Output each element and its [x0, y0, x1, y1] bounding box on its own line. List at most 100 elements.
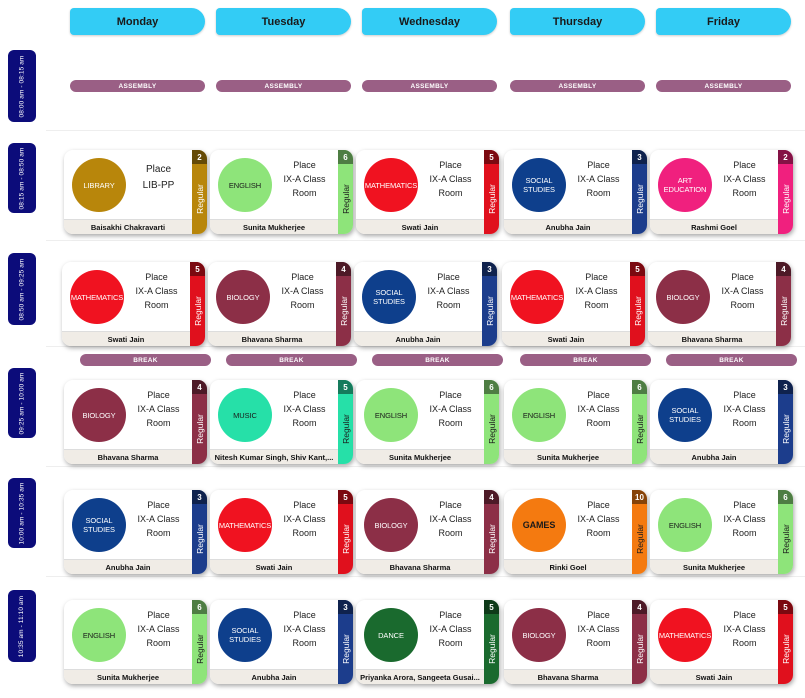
assembly-bar: ASSEMBLY — [70, 80, 205, 92]
period-card[interactable]: SOCIAL STUDIES Place IX-A Class Room Anubha … — [210, 600, 353, 684]
period-count-badge: 6 — [338, 150, 353, 164]
place-info: Place IX-A Class Room — [274, 608, 335, 650]
period-type: Regular — [484, 504, 499, 574]
teacher-name: Swati Jain — [356, 219, 484, 234]
period-type: Regular — [190, 276, 205, 346]
teacher-name: Bhavana Sharma — [504, 669, 632, 684]
place-info: Place LIB-PP — [128, 162, 189, 194]
place-info: Place IX-A Class Room — [714, 608, 775, 650]
period-count-badge: 5 — [630, 262, 645, 276]
subject-circle: SOCIAL STUDIES — [658, 388, 712, 442]
place-line: Place — [439, 610, 462, 620]
period-card[interactable]: SOCIAL STUDIES Place IX-A Class Room Anubha … — [504, 150, 647, 234]
subject-name: DANCE — [378, 630, 404, 640]
period-card[interactable]: SOCIAL STUDIES Place IX-A Class Room Anubha … — [354, 262, 497, 346]
place-info: Place IX-A Class Room — [128, 498, 189, 540]
subject-circle: BIOLOGY — [512, 608, 566, 662]
period-type-label: Regular — [338, 296, 349, 326]
place-info: Place IX-A Class Room — [128, 388, 189, 430]
period-count-badge: 5 — [338, 380, 353, 394]
teacher-name: Sunita Mukherjee — [650, 559, 778, 574]
subject-name: LIBRARY — [83, 180, 115, 190]
period-type-label: Regular — [194, 634, 205, 664]
break-bar: BREAK — [520, 354, 651, 366]
period-card[interactable]: MATHEMATICS Place IX-A Class Room Swati Jain… — [650, 600, 793, 684]
place-line: Room — [586, 418, 611, 428]
period-type: Regular — [338, 394, 353, 464]
period-type-tag: 4 Regular — [192, 380, 207, 464]
period-card[interactable]: ENGLISH Place IX-A Class Room Sunita Mukherj… — [356, 380, 499, 464]
period-type-label: Regular — [194, 414, 205, 444]
place-line: Room — [732, 528, 757, 538]
subject-name: MATHEMATICS — [658, 630, 712, 640]
subject-circle: ART EDUCATION — [658, 158, 712, 212]
period-card[interactable]: BIOLOGY Place IX-A Class Room Bhavana Sharma… — [64, 380, 207, 464]
period-card[interactable]: DANCE Place IX-A Class Room Priyanka Arora, … — [356, 600, 499, 684]
period-type: Regular — [778, 394, 793, 464]
period-type-tag: 5 Regular — [778, 600, 793, 684]
subject-circle: DANCE — [364, 608, 418, 662]
period-type-label: Regular — [194, 524, 205, 554]
row-divider — [46, 240, 805, 241]
day-header-thursday[interactable]: Thursday — [510, 8, 645, 35]
period-type-tag: 3 Regular — [482, 262, 497, 346]
period-type: Regular — [632, 394, 647, 464]
period-card[interactable]: ENGLISH Place IX-A Class Room Sunita Mukherj… — [504, 380, 647, 464]
place-line: Place — [147, 390, 170, 400]
place-info: Place IX-A Class Room — [418, 270, 479, 312]
day-header-wednesday[interactable]: Wednesday — [362, 8, 497, 35]
period-card[interactable]: MATHEMATICS Place IX-A Class Room Swati Jain… — [356, 150, 499, 234]
period-card[interactable]: ENGLISH Place IX-A Class Room Sunita Mukherj… — [210, 150, 353, 234]
period-card[interactable]: MATHEMATICS Place IX-A Class Room Swati Jain… — [62, 262, 205, 346]
period-card[interactable]: ART EDUCATION Place IX-A Class Room Rashmi G… — [650, 150, 793, 234]
place-line: IX-A Class — [283, 624, 326, 634]
time-slot-pill: 08:00 am - 08:15 am — [8, 50, 36, 122]
period-count-badge: 6 — [192, 600, 207, 614]
place-info: Place IX-A Class Room — [274, 388, 335, 430]
period-type-tag: 2 Regular — [192, 150, 207, 234]
period-type-label: Regular — [634, 634, 645, 664]
period-count-badge: 4 — [336, 262, 351, 276]
subject-name: BIOLOGY — [82, 410, 116, 420]
period-card[interactable]: BIOLOGY Place IX-A Class Room Bhavana Sharma… — [208, 262, 351, 346]
period-card[interactable]: ENGLISH Place IX-A Class Room Sunita Mukherj… — [650, 490, 793, 574]
period-card[interactable]: MATHEMATICS Place IX-A Class Room Swati Jain… — [502, 262, 645, 346]
period-count-badge: 5 — [190, 262, 205, 276]
day-header-monday[interactable]: Monday — [70, 8, 205, 35]
period-type-tag: 5 Regular — [190, 262, 205, 346]
period-card[interactable]: SOCIAL STUDIES Place IX-A Class Room Anubha … — [64, 490, 207, 574]
subject-name: ENGLISH — [82, 630, 116, 640]
subject-name: SOCIAL STUDIES — [373, 288, 405, 306]
period-card[interactable]: ENGLISH Place IX-A Class Room Sunita Mukherj… — [64, 600, 207, 684]
place-line: IX-A Class — [577, 404, 620, 414]
period-type: Regular — [336, 276, 351, 346]
place-line: Room — [292, 638, 317, 648]
day-header-tuesday[interactable]: Tuesday — [216, 8, 351, 35]
period-type-label: Regular — [340, 184, 351, 214]
period-type: Regular — [338, 504, 353, 574]
place-line: IX-A Class — [281, 286, 324, 296]
place-line: IX-A Class — [283, 404, 326, 414]
period-count-badge: 3 — [632, 150, 647, 164]
period-card[interactable]: BIOLOGY Place IX-A Class Room Bhavana Sharma… — [504, 600, 647, 684]
period-type-tag: 4 Regular — [484, 490, 499, 574]
subject-name: SOCIAL STUDIES — [523, 176, 555, 194]
subject-circle: BIOLOGY — [216, 270, 270, 324]
period-card[interactable]: MUSIC Place IX-A Class Room Nitesh Kumar Sin… — [210, 380, 353, 464]
period-card[interactable]: LIBRARY Place LIB-PP Baisakhi Chakravarti 2 R… — [64, 150, 207, 234]
period-card[interactable]: MATHEMATICS Place IX-A Class Room Swati Jain… — [210, 490, 353, 574]
teacher-name: Anubha Jain — [354, 331, 482, 346]
period-card[interactable]: SOCIAL STUDIES Place IX-A Class Room Anubha … — [650, 380, 793, 464]
place-line: Place — [585, 272, 608, 282]
period-card[interactable]: GAMES Place IX-A Class Room Rinki Goel 10 Regu… — [504, 490, 647, 574]
period-card[interactable]: BIOLOGY Place IX-A Class Room Bhavana Sharma… — [648, 262, 791, 346]
place-line: Place — [587, 500, 610, 510]
period-card[interactable]: BIOLOGY Place IX-A Class Room Bhavana Sharma… — [356, 490, 499, 574]
period-type-tag: 3 Regular — [192, 490, 207, 574]
place-line: Room — [732, 188, 757, 198]
period-type-tag: 10 Regular — [632, 490, 647, 574]
day-header-friday[interactable]: Friday — [656, 8, 791, 35]
place-info: Place IX-A Class Room — [714, 498, 775, 540]
teacher-name: Swati Jain — [502, 331, 630, 346]
subject-name: ART EDUCATION — [663, 176, 707, 194]
